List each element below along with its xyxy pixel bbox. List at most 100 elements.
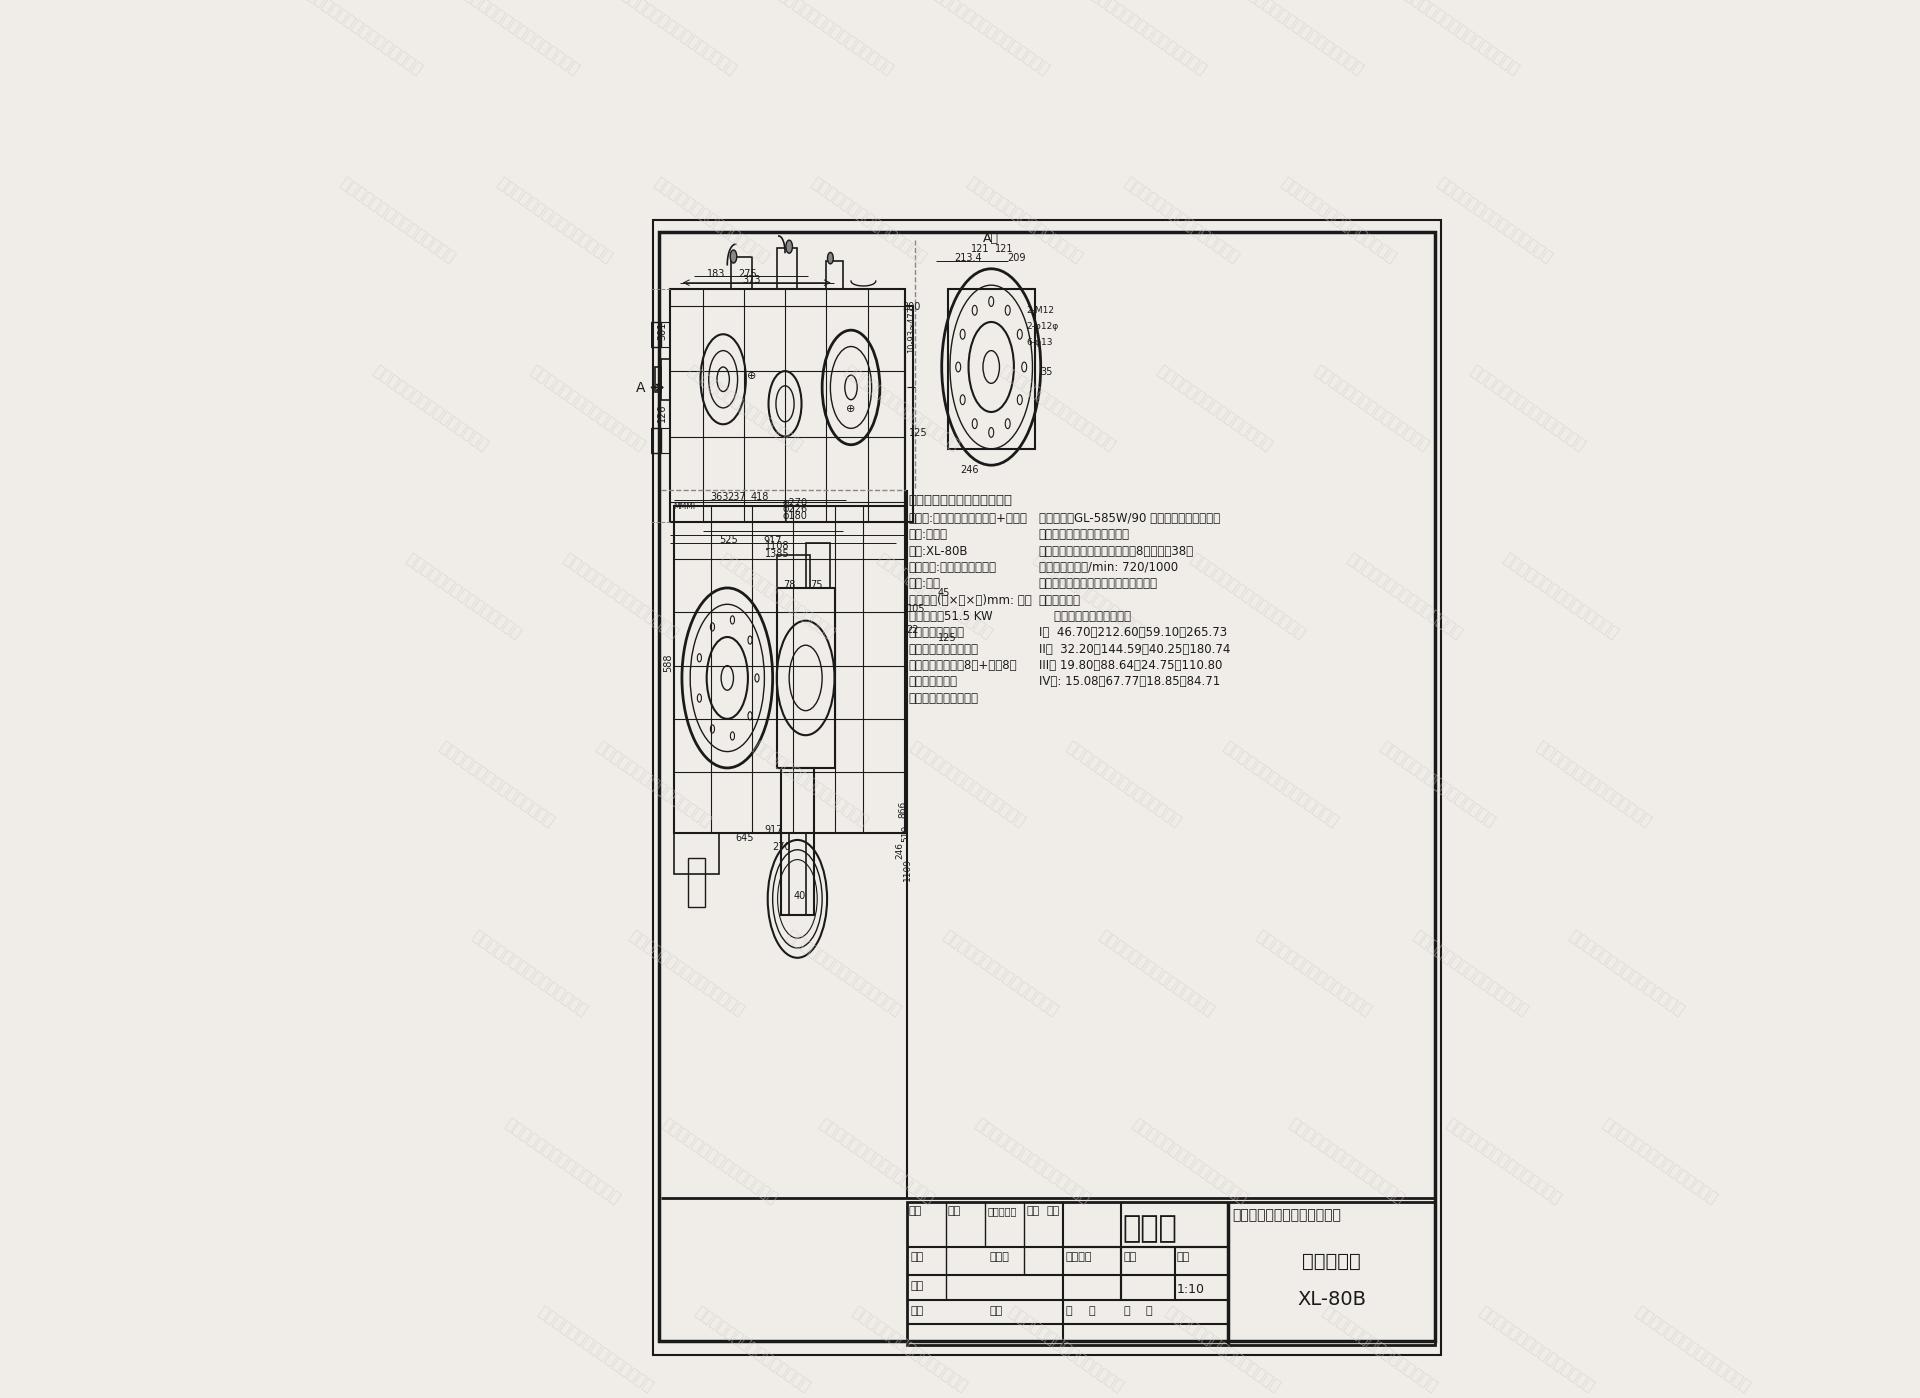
Bar [670,289,904,523]
Text: 湖州双力自动化科技装备有限公司: 湖州双力自动化科技装备有限公司 [684,363,804,454]
Text: IV档: 15.08；67.77；18.85；84.71: IV档: 15.08；67.77；18.85；84.71 [1039,675,1219,688]
Text: 动力输出轴转速/min: 720/1000: 动力输出轴转速/min: 720/1000 [1039,561,1177,575]
Text: 湖州双力自动化科技装备有限公司: 湖州双力自动化科技装备有限公司 [1187,551,1308,642]
Text: 湖州双力自动化科技装备有限公司: 湖州双力自动化科技装备有限公司 [849,1304,970,1395]
Text: 快进、慢进、快退、慢退: 快进、慢进、快退、慢退 [1039,610,1131,624]
Text: 78: 78 [783,580,795,590]
Text: 比例: 比例 [1177,1253,1190,1262]
Text: 湖州双力自动化科技装备有限公司: 湖州双力自动化科技装备有限公司 [618,0,739,77]
Text: 第: 第 [1123,1306,1129,1316]
Text: 湖州双力自动化科技装备有限公司: 湖州双力自动化科技装备有限公司 [1089,0,1210,77]
Text: 237: 237 [728,492,745,502]
Text: II档  32.20；144.59；40.25；180.74: II档 32.20；144.59；40.25；180.74 [1039,643,1231,656]
Text: 2-φ12φ: 2-φ12φ [1027,322,1058,331]
Text: 重量: 重量 [1123,1253,1137,1262]
Text: ⊕: ⊕ [847,404,856,414]
Text: 湖州双力自动化科技装备有限公司: 湖州双力自动化科技装备有限公司 [403,551,524,642]
Text: 设计值:变速箱总成（变速箱+后桥）: 设计值:变速箱总成（变速箱+后桥） [908,512,1027,524]
Bar [948,289,1035,449]
Text: 湖州双力自动化科技装备有限公司: 湖州双力自动化科技装备有限公司 [1154,363,1275,454]
Text: 湖州双力自动化科技装备有限公司: 湖州双力自动化科技装备有限公司 [1162,1304,1283,1395]
Text: 湖州双力自动化科技装备有限公司: 湖州双力自动化科技装备有限公司 [659,1116,780,1206]
Text: 签字: 签字 [1027,1205,1039,1216]
Text: 917: 917 [764,537,781,547]
Text: 用途:农用: 用途:农用 [908,577,941,590]
Bar [778,589,835,768]
Text: 湖州双力自动化科技装备有限公司: 湖州双力自动化科技装备有限公司 [939,927,1060,1018]
Text: 润滑方式：GL-585W/90 重负荷车辆齿轮油润滑: 润滑方式：GL-585W/90 重负荷车辆齿轮油润滑 [1039,512,1219,524]
Text: 湖州双力自动化科技装备有限公司: 湖州双力自动化科技装备有限公司 [338,175,459,266]
Text: 湖州双力自动化科技装备有限公司: 湖州双力自动化科技装备有限公司 [1344,551,1465,642]
Text: 湖州双力自动化科技装备有限公司: 湖州双力自动化科技装备有限公司 [1534,740,1655,830]
Text: 湖州双力自动化科技装备有限公司: 湖州双力自动化科技装备有限公司 [1286,1116,1407,1206]
Text: 动力输出轴形式：独立式（花键8齿，外径38）: 动力输出轴形式：独立式（花键8齿，外径38） [1039,545,1194,558]
Text: 湖州双力自动化科技装备有限公司: 湖州双力自动化科技装备有限公司 [1632,1304,1753,1395]
Text: 外廓尺寸(长×宽×高)mm: 见图: 外廓尺寸(长×宽×高)mm: 见图 [908,594,1031,607]
Bar [674,506,904,833]
Text: 日期: 日期 [989,1306,1002,1316]
Text: 品牌:星力牌: 品牌:星力牌 [908,528,948,541]
Text: 型号:XL-80B: 型号:XL-80B [908,545,968,558]
Text: 866: 866 [899,801,908,818]
Bar [781,768,814,916]
Text: 湖州双力自动化科技装备有限公司: 湖州双力自动化科技装备有限公司 [906,740,1027,830]
Bar [655,368,660,391]
Text: 湖州双力自动化科技装备有限公司: 湖州双力自动化科技装备有限公司 [470,927,589,1018]
Text: 275: 275 [739,268,756,278]
Text: φ226: φ226 [783,505,808,514]
Circle shape [730,250,737,263]
Text: 标记: 标记 [908,1205,922,1216]
Text: 湖州双力自动化科技装备有限公司: 湖州双力自动化科技装备有限公司 [841,363,962,454]
Text: 湖州双力自动化科技装备有限公司: 湖州双力自动化科技装备有限公司 [1244,0,1365,77]
Text: 湖州双力自动化科技装备有限公司: 湖州双力自动化科技装备有限公司 [1409,927,1530,1018]
Text: 湖州双力自动化科技装备有限公司: 湖州双力自动化科技装备有限公司 [371,363,492,454]
Text: 湖州双力自动化科技装备有限公司: 湖州双力自动化科技装备有限公司 [751,740,870,830]
Text: 湖州双力自动化科技装备有限公司: 湖州双力自动化科技装备有限公司 [503,1116,624,1206]
Text: 湖州双力自动化科技装备有限公司: 湖州双力自动化科技装备有限公司 [973,1116,1092,1206]
Text: ⊕: ⊕ [747,370,756,382]
Bar [778,555,810,589]
Text: 湖州双力自动化科技有限公司: 湖州双力自动化科技有限公司 [1233,1208,1342,1222]
Text: 设计: 设计 [910,1253,924,1262]
Text: 湖州双力自动化科技装备有限公司: 湖州双力自动化科技装备有限公司 [1096,927,1217,1018]
Text: 246: 246 [960,466,979,475]
Bar [687,858,705,907]
Text: 更改文件号: 更改文件号 [987,1205,1016,1216]
Text: 2-M12: 2-M12 [1027,306,1054,315]
Text: 湖州双力自动化科技装备有限公司: 湖州双力自动化科技装备有限公司 [964,175,1085,266]
Text: 转向形式：差速器: 转向形式：差速器 [908,626,964,639]
Text: 105: 105 [906,604,925,614]
Text: 湖州双力自动化科技装备有限公司: 湖州双力自动化科技装备有限公司 [1501,551,1620,642]
Text: 125: 125 [908,428,927,439]
Text: 湖州双力自动化科技装备有限公司: 湖州双力自动化科技装备有限公司 [931,0,1052,77]
Bar [732,256,753,289]
Text: 湖州双力自动化科技装备有限公司: 湖州双力自动化科技装备有限公司 [651,175,772,266]
Text: 湖州双力自动化科技装备有限公司: 湖州双力自动化科技装备有限公司 [816,1116,937,1206]
Text: 变速箱总图: 变速箱总图 [1302,1253,1361,1271]
Text: I档  46.70；212.60；59.10；265.73: I档 46.70；212.60；59.10；265.73 [1039,626,1227,639]
Text: 制动形式：湿式多片式: 制动形式：湿式多片式 [908,643,979,656]
Bar [826,260,843,289]
Bar [660,359,670,400]
Text: 湖州双力自动化科技装备有限公司: 湖州双力自动化科技装备有限公司 [874,551,995,642]
Text: 510: 510 [900,825,910,843]
Text: φ180: φ180 [783,512,808,521]
Text: 湖州双力自动化科技装备有限公司: 湖州双力自动化科技装备有限公司 [783,927,904,1018]
Text: 行走传动比：: 行走传动比： [1039,594,1081,607]
Text: A: A [636,380,645,394]
Text: 300: 300 [902,302,922,312]
Text: 645: 645 [735,833,755,843]
Text: III档 19.80；88.64；24.75；110.80: III档 19.80；88.64；24.75；110.80 [1039,658,1221,672]
Text: 动力输出轴旋向：顺时针（面向轴端）: 动力输出轴旋向：顺时针（面向轴端） [1039,577,1158,590]
Text: 湖州双力自动化科技装备有限公司: 湖州双力自动化科技装备有限公司 [461,0,582,77]
Text: 湖州双力自动化科技装备有限公司: 湖州双力自动化科技装备有限公司 [528,363,649,454]
Bar [674,833,720,874]
Circle shape [785,240,793,253]
Text: 湖州双力自动化科技装备有限公司: 湖州双力自动化科技装备有限公司 [626,927,747,1018]
Text: 湖州双力自动化科技装备有限公司: 湖州双力自动化科技装备有限公司 [1254,927,1375,1018]
Text: 270: 270 [772,842,791,851]
Text: 共: 共 [1066,1306,1071,1316]
Text: 126: 126 [657,404,666,422]
Bar [778,249,797,289]
Text: 湖州双力自动化科技装备有限公司: 湖州双力自动化科技装备有限公司 [693,1304,812,1395]
